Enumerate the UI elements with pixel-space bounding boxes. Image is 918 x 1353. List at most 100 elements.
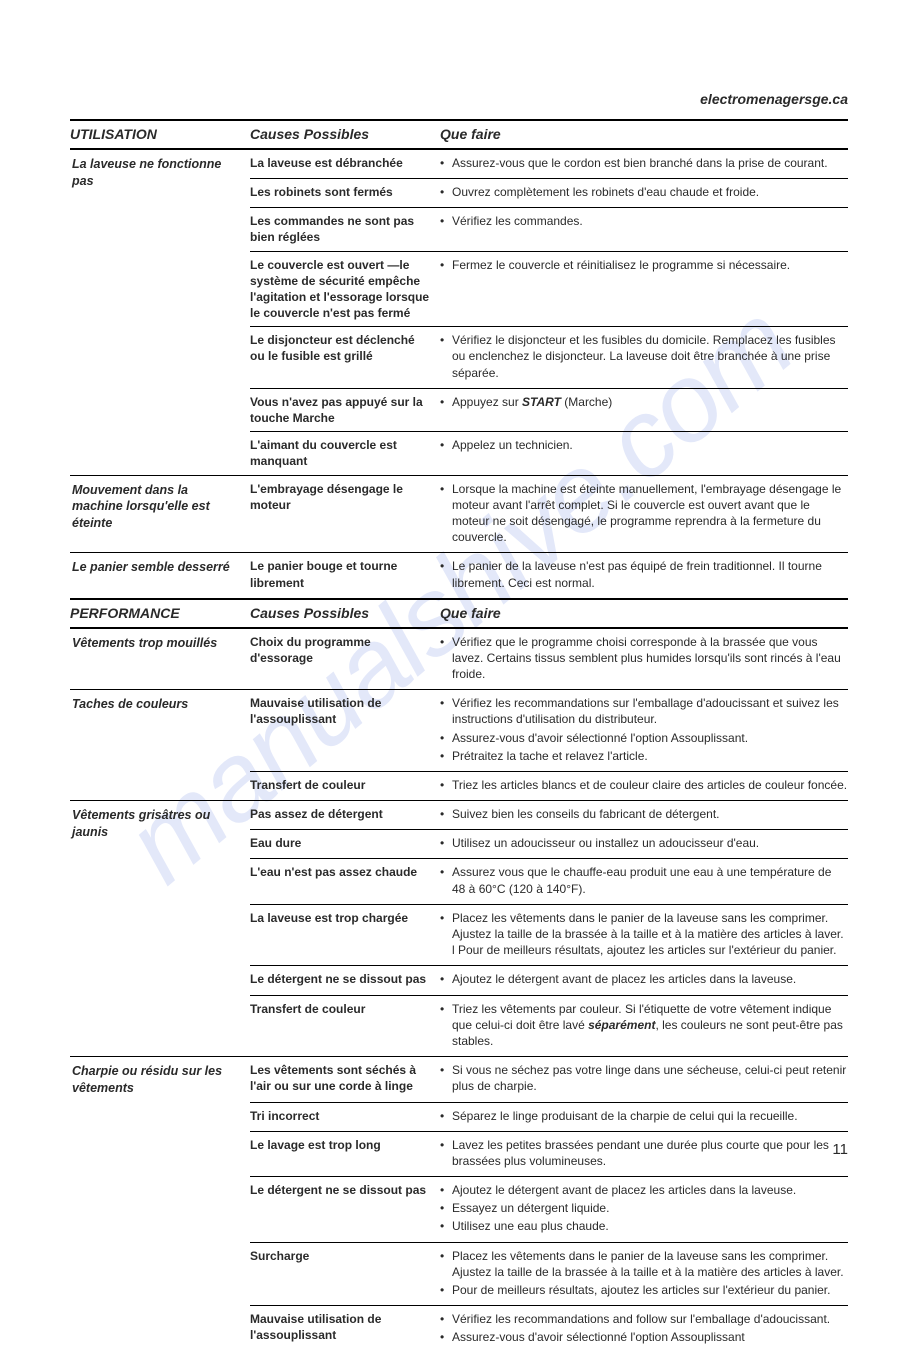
action-item: •Triez les articles blancs et de couleur… [440, 777, 848, 793]
problem-group: Le panier semble desserréLe panier bouge… [70, 552, 848, 597]
cause-row: Transfert de couleur•Triez les vêtements… [250, 995, 848, 1057]
bullet-icon: • [440, 1248, 452, 1280]
problem-group: Charpie ou résidu sur les vêtementsLes v… [70, 1056, 848, 1352]
action-text: Assurez-vous d'avoir sélectionné l'optio… [452, 730, 848, 746]
action-text: Placez les vêtements dans le panier de l… [452, 910, 848, 959]
cause-text: Le détergent ne se dissout pas [250, 1182, 440, 1237]
action-text: Le panier de la laveuse n'est pas équipé… [452, 558, 848, 590]
cause-text: Le lavage est trop long [250, 1137, 440, 1171]
action-item: •Appelez un technicien. [440, 437, 848, 453]
problem-label: Vêtements grisâtres ou jaunis [70, 801, 250, 847]
problem-label: Taches de couleurs [70, 690, 250, 719]
action-item: •Utilisez une eau plus chaude. [440, 1218, 848, 1234]
section-header: UTILISATIONCauses PossiblesQue faire [70, 119, 848, 149]
cause-text: Les robinets sont fermés [250, 184, 440, 202]
action-item: •Ajoutez le détergent avant de placez le… [440, 1182, 848, 1198]
bullet-icon: • [440, 394, 452, 410]
action-item: •Assurez-vous d'avoir sélectionné l'opti… [440, 730, 848, 746]
bullet-icon: • [440, 910, 452, 959]
cause-text: Surcharge [250, 1248, 440, 1301]
cause-row: L'embrayage désengage le moteur•Lorsque … [250, 476, 848, 553]
action-item: •Lavez les petites brassées pendant une … [440, 1137, 848, 1169]
action-item: •Placez les vêtements dans le panier de … [440, 1248, 848, 1280]
action-text: Vérifiez que le programme choisi corresp… [452, 634, 848, 683]
problem-label: Vêtements trop mouillés [70, 629, 250, 658]
cause-row: L'eau n'est pas assez chaude•Assurez vou… [250, 858, 848, 903]
causes-header: Causes Possibles [250, 125, 440, 144]
action-text: Vérifiez les recommandations sur l'embal… [452, 695, 848, 727]
bullet-icon: • [440, 971, 452, 987]
cause-row: Les commandes ne sont pas bien réglées•V… [250, 207, 848, 250]
action-text: Appuyez sur START (Marche) [452, 394, 848, 410]
cause-row: Eau dure•Utilisez un adoucisseur ou inst… [250, 829, 848, 858]
bullet-icon: • [440, 481, 452, 546]
action-item: •Placez les vêtements dans le panier de … [440, 910, 848, 959]
action-text: Prétraitez la tache et relavez l'article… [452, 748, 848, 764]
cause-text: Choix du programme d'essorage [250, 634, 440, 685]
problem-group: Vêtements trop mouillésChoix du programm… [70, 628, 848, 690]
cause-row: Le couvercle est ouvert —le système de s… [250, 251, 848, 327]
action-text: Ouvrez complètement les robinets d'eau c… [452, 184, 848, 200]
bullet-icon: • [440, 748, 452, 764]
cause-row: Les robinets sont fermés•Ouvrez complète… [250, 178, 848, 207]
cause-row: Pas assez de détergent•Suivez bien les c… [250, 801, 848, 829]
action-item: •Le panier de la laveuse n'est pas équip… [440, 558, 848, 590]
bullet-icon: • [440, 1001, 452, 1050]
bullet-icon: • [440, 1329, 452, 1345]
cause-row: Choix du programme d'essorage•Vérifiez q… [250, 629, 848, 690]
cause-text: La laveuse est débranchée [250, 155, 440, 173]
action-item: •Lorsque la machine est éteinte manuelle… [440, 481, 848, 546]
problem-label: Mouvement dans la machine lorsqu'elle es… [70, 476, 250, 539]
action-text: Triez les articles blancs et de couleur … [452, 777, 848, 793]
action-text: Vérifiez le disjoncteur et les fusibles … [452, 332, 848, 381]
action-item: •Suivez bien les conseils du fabricant d… [440, 806, 848, 822]
bullet-icon: • [440, 1108, 452, 1124]
action-text: Suivez bien les conseils du fabricant de… [452, 806, 848, 822]
cause-row: Transfert de couleur•Triez les articles … [250, 771, 848, 800]
cause-text: Eau dure [250, 835, 440, 853]
cause-text: Le détergent ne se dissout pas [250, 971, 440, 989]
action-text: Pour de meilleurs résultats, ajoutez les… [452, 1282, 848, 1298]
action-text: Vérifiez les recommandations and follow … [452, 1311, 848, 1327]
action-item: •Ajoutez le détergent avant de placez le… [440, 971, 848, 987]
action-item: •Vérifiez les recommandations sur l'emba… [440, 695, 848, 727]
action-item: •Assurez-vous d'avoir sélectionné l'opti… [440, 1329, 848, 1345]
cause-text: Vous n'avez pas appuyé sur la touche Mar… [250, 394, 440, 426]
action-text: Ajoutez le détergent avant de placez les… [452, 1182, 848, 1198]
action-item: •Triez les vêtements par couleur. Si l'é… [440, 1001, 848, 1050]
cause-text: Les vêtements sont séchés à l'air ou sur… [250, 1062, 440, 1096]
bullet-icon: • [440, 777, 452, 793]
action-text: Si vous ne séchez pas votre linge dans u… [452, 1062, 848, 1094]
page-content: electromenagersge.ca UTILISATIONCauses P… [70, 90, 848, 1353]
problem-label: Charpie ou résidu sur les vêtements [70, 1057, 250, 1103]
action-text: Assurez vous que le chauffe-eau produit … [452, 864, 848, 896]
action-item: •Fermez le couvercle et réinitialisez le… [440, 257, 848, 273]
action-text: Appelez un technicien. [452, 437, 848, 453]
cause-row: Mauvaise utilisation de l'assouplissant•… [250, 1305, 848, 1352]
cause-row: L'aimant du couvercle est manquant•Appel… [250, 431, 848, 474]
bullet-icon: • [440, 1137, 452, 1169]
action-text: Essayez un détergent liquide. [452, 1200, 848, 1216]
cause-text: Le panier bouge et tourne librement [250, 558, 440, 592]
cause-text: L'aimant du couvercle est manquant [250, 437, 440, 469]
action-text: Placez les vêtements dans le panier de l… [452, 1248, 848, 1280]
brand-url: electromenagersge.ca [70, 90, 848, 109]
cause-text: L'eau n'est pas assez chaude [250, 864, 440, 898]
bullet-icon: • [440, 1282, 452, 1298]
cause-row: Le disjoncteur est déclenché ou le fusib… [250, 326, 848, 388]
cause-row: Tri incorrect•Séparez le linge produisan… [250, 1102, 848, 1131]
cause-text: Les commandes ne sont pas bien réglées [250, 213, 440, 245]
problem-label: La laveuse ne fonctionne pas [70, 150, 250, 196]
cause-text: L'embrayage désengage le moteur [250, 481, 440, 548]
bullet-icon: • [440, 1182, 452, 1198]
cause-text: La laveuse est trop chargée [250, 910, 440, 961]
cause-row: Mauvaise utilisation de l'assouplissant•… [250, 690, 848, 771]
action-text: Lorsque la machine est éteinte manuellem… [452, 481, 848, 546]
action-item: •Séparez le linge produisant de la charp… [440, 1108, 848, 1124]
cause-row: Vous n'avez pas appuyé sur la touche Mar… [250, 388, 848, 431]
cause-row: Le détergent ne se dissout pas•Ajoutez l… [250, 1176, 848, 1242]
action-item: •Utilisez un adoucisseur ou installez un… [440, 835, 848, 851]
cause-row: Le lavage est trop long•Lavez les petite… [250, 1131, 848, 1176]
bullet-icon: • [440, 155, 452, 171]
action-text: Triez les vêtements par couleur. Si l'ét… [452, 1001, 848, 1050]
